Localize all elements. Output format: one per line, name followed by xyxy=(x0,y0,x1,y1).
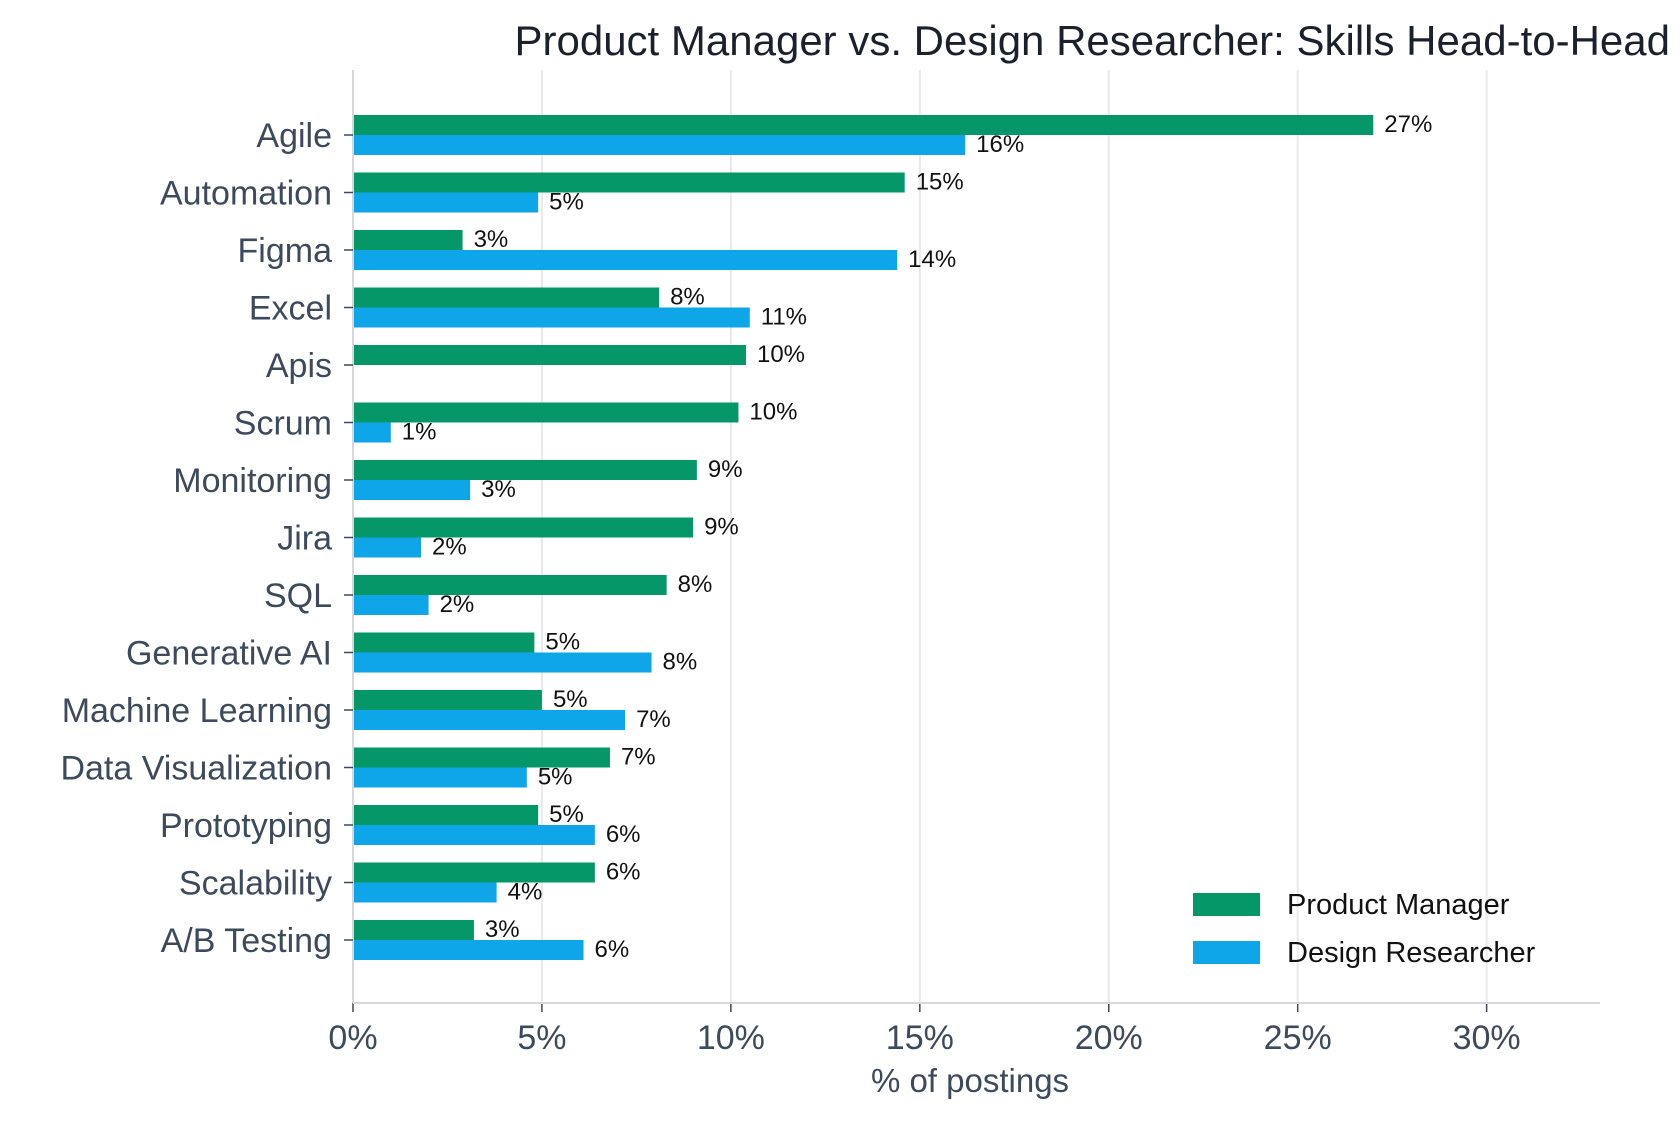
gridlines xyxy=(352,70,1488,1003)
product-manager-value-label: 10% xyxy=(757,341,805,368)
design-researcher-value-label: 4% xyxy=(508,879,543,906)
chart-title: Product Manager vs. Design Researcher: S… xyxy=(514,17,1670,64)
product-manager-bar xyxy=(353,172,905,193)
category-label: Excel xyxy=(249,290,332,328)
design-researcher-bar xyxy=(353,882,497,903)
product-manager-bar xyxy=(353,575,667,595)
design-researcher-bar xyxy=(353,825,595,845)
design-researcher-bar xyxy=(353,307,750,328)
design-researcher-value-label: 11% xyxy=(761,304,807,331)
product-manager-value-label: 5% xyxy=(553,686,588,713)
category-label: Automation xyxy=(160,175,332,213)
product-manager-value-label: 8% xyxy=(670,284,705,311)
design-researcher-bar xyxy=(353,595,429,615)
product-manager-bar xyxy=(353,690,542,710)
category-label: Apis xyxy=(266,347,332,385)
category-label: Prototyping xyxy=(160,807,332,845)
value-labels: 27% 16% 15% 5% 3% 14% 8% 11% 10% 10% 1% 9% 3% 9% 2% 8% 2… xyxy=(402,111,1433,963)
axes: 0% 5% 10% 15% 20% 25% 30% Agile Automation Figma E… xyxy=(60,70,1600,1057)
x-tick-label: 30% xyxy=(1453,1019,1521,1057)
product-manager-bar xyxy=(353,230,463,250)
product-manager-value-label: 15% xyxy=(916,169,964,196)
product-manager-value-label: 7% xyxy=(621,744,656,771)
design-researcher-value-label: 14% xyxy=(908,246,956,273)
bars xyxy=(353,115,1374,960)
design-researcher-value-label: 2% xyxy=(432,534,467,561)
legend-label-design-researcher: Design Researcher xyxy=(1287,937,1536,969)
design-researcher-bar xyxy=(353,480,471,500)
category-label: A/B Testing xyxy=(161,922,332,960)
design-researcher-value-label: 3% xyxy=(481,476,516,503)
design-researcher-value-label: 6% xyxy=(595,936,630,963)
design-researcher-value-label: 2% xyxy=(440,591,475,618)
category-label: SQL xyxy=(264,577,332,615)
x-tick-label: 25% xyxy=(1264,1019,1332,1057)
category-label: Scrum xyxy=(234,405,332,443)
design-researcher-bar xyxy=(353,710,626,730)
product-manager-bar xyxy=(353,345,746,365)
design-researcher-value-label: 5% xyxy=(538,764,573,791)
category-label: Figma xyxy=(238,232,333,270)
design-researcher-value-label: 5% xyxy=(549,189,584,216)
product-manager-bar xyxy=(353,115,1374,135)
product-manager-value-label: 3% xyxy=(485,916,520,943)
design-researcher-value-label: 1% xyxy=(402,419,437,446)
legend: Product Manager Design Researcher xyxy=(1193,889,1536,969)
x-tick-label: 5% xyxy=(517,1019,566,1057)
product-manager-value-label: 27% xyxy=(1384,111,1432,138)
design-researcher-bar xyxy=(353,422,391,443)
product-manager-bar xyxy=(353,287,660,308)
x-tick-label: 10% xyxy=(697,1019,765,1057)
x-tick-label: 15% xyxy=(886,1019,954,1057)
product-manager-bar xyxy=(353,805,539,825)
category-label: Jira xyxy=(277,520,332,558)
design-researcher-value-label: 16% xyxy=(976,131,1024,158)
product-manager-value-label: 10% xyxy=(749,399,797,426)
product-manager-bar xyxy=(353,402,739,423)
design-researcher-bar xyxy=(353,940,584,960)
category-label: Machine Learning xyxy=(62,692,332,730)
category-label: Generative AI xyxy=(126,635,332,673)
product-manager-value-label: 9% xyxy=(704,514,739,541)
x-tick-label: 20% xyxy=(1075,1019,1143,1057)
product-manager-value-label: 9% xyxy=(708,456,743,483)
product-manager-bar xyxy=(353,632,535,653)
product-manager-bar xyxy=(353,920,474,940)
product-manager-bar xyxy=(353,747,610,768)
design-researcher-bar xyxy=(353,652,652,673)
legend-swatch-design-researcher xyxy=(1193,941,1260,964)
legend-swatch-product-manager xyxy=(1193,893,1260,916)
category-label: Monitoring xyxy=(173,462,332,500)
product-manager-value-label: 5% xyxy=(549,801,584,828)
product-manager-bar xyxy=(353,460,697,480)
x-axis-title: % of postings xyxy=(871,1062,1069,1099)
design-researcher-value-label: 8% xyxy=(663,649,698,676)
design-researcher-bar xyxy=(353,250,898,270)
design-researcher-value-label: 6% xyxy=(606,821,641,848)
category-label: Agile xyxy=(256,117,332,155)
x-tick-label: 0% xyxy=(328,1019,377,1057)
product-manager-value-label: 3% xyxy=(474,226,509,253)
design-researcher-bar xyxy=(353,135,966,155)
category-label: Data Visualization xyxy=(60,750,332,788)
product-manager-bar xyxy=(353,517,694,538)
product-manager-value-label: 5% xyxy=(545,629,580,656)
design-researcher-bar xyxy=(353,192,539,213)
design-researcher-bar xyxy=(353,537,422,558)
product-manager-bar xyxy=(353,862,595,883)
design-researcher-bar xyxy=(353,767,527,788)
design-researcher-value-label: 7% xyxy=(636,706,671,733)
legend-label-product-manager: Product Manager xyxy=(1287,889,1510,921)
product-manager-value-label: 6% xyxy=(606,859,641,886)
product-manager-value-label: 8% xyxy=(678,571,713,598)
category-label: Scalability xyxy=(179,865,332,903)
